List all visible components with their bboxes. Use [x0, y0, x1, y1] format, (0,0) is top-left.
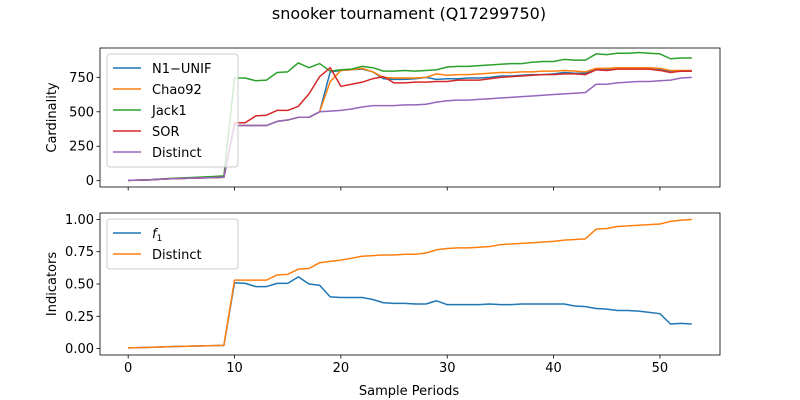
y-axis-label: Indicators [45, 252, 60, 316]
y-tick-label: 0.00 [65, 342, 94, 357]
y-tick-label: 0.75 [65, 245, 94, 260]
y-tick-label: 750 [69, 71, 94, 86]
legend-label-sor: SOR [152, 125, 180, 140]
chart-title: snooker tournament (Q17299750) [272, 4, 546, 23]
y-tick-label: 0 [86, 174, 94, 189]
y-tick-label: 500 [69, 105, 94, 120]
x-axis-label: Sample Periods [359, 384, 459, 399]
bottom-panel-indicators: 0 10 20 30 40 50 0.00 0.25 0.50 0.75 1.00 Indicator… [45, 212, 721, 376]
legend-label-n1-unif: N1−UNIF [152, 62, 211, 77]
y-axis-label: Cardinality [45, 82, 60, 153]
legend-label-distinct: Distinct [152, 146, 202, 161]
series-line-jack1 [128, 51, 692, 182]
series-line-distinct [128, 218, 692, 349]
top-panel-cardinality: 0 250 500 750 Cardinality N1−UNIF Chao92 Jack1 S… [45, 47, 721, 191]
x-tick-label: 0 [124, 361, 132, 376]
axes-frame [99, 47, 721, 188]
x-tick-label: 10 [226, 361, 243, 376]
x-tick-label: 30 [439, 361, 456, 376]
y-tick-label: 0.25 [65, 310, 94, 325]
series-line-f1 [128, 276, 692, 349]
legend-label-f1: f1 [152, 227, 162, 244]
legend-label-jack1: Jack1 [151, 104, 187, 119]
y-tick-label: 0.50 [65, 278, 94, 293]
x-tick-label: 50 [652, 361, 669, 376]
legend-box [106, 53, 239, 168]
legend-label-chao92: Chao92 [152, 83, 202, 98]
y-tick-label: 250 [69, 140, 94, 155]
y-tick-label: 1.00 [65, 213, 94, 228]
legend-label-distinct: Distinct [152, 248, 202, 263]
x-tick-label: 20 [333, 361, 350, 376]
x-tick-label: 40 [545, 361, 562, 376]
series-line-distinct [128, 76, 692, 182]
legend-box [106, 218, 239, 270]
